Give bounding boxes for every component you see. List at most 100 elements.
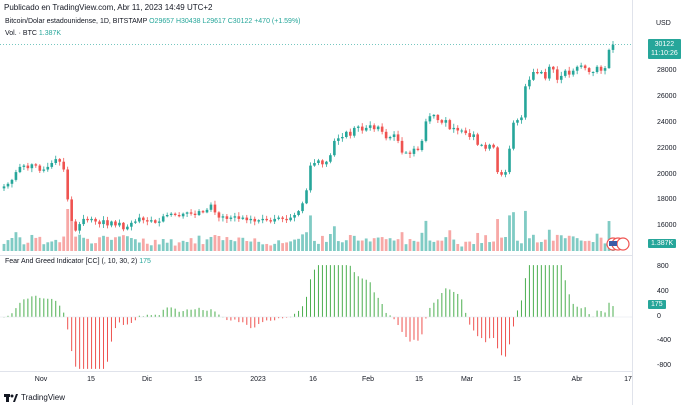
ohlc-values: O29657 H30438 L29617 C30122 +470 (+1.59%… <box>149 18 301 25</box>
time-label: 17 <box>624 376 632 383</box>
candle-body <box>233 216 237 218</box>
candle-body <box>575 66 579 71</box>
volume-bar <box>472 244 476 251</box>
volume-bar <box>225 237 229 251</box>
price-axis[interactable] <box>632 0 693 405</box>
indicator-bar <box>413 317 415 340</box>
volume-bar <box>265 243 269 251</box>
indicator-bar <box>377 297 379 317</box>
candle-body <box>603 68 607 71</box>
candle-body <box>22 165 26 167</box>
indicator-bar <box>27 298 29 317</box>
time-label: 16 <box>309 376 317 383</box>
candle-body <box>408 152 412 154</box>
candle-body <box>317 160 320 163</box>
volume-value: 1.387K <box>38 30 62 37</box>
indicator-bar <box>528 265 530 317</box>
volume-bar <box>392 240 396 251</box>
indicator-bar <box>457 293 459 317</box>
indicator-bar <box>118 317 120 323</box>
candle-body <box>563 70 567 76</box>
indicator-bar <box>481 317 483 339</box>
indicator-bar <box>63 312 65 317</box>
volume-bar <box>464 241 468 251</box>
volume-bar <box>460 246 464 251</box>
volume-bar <box>563 238 567 251</box>
indicator-bar <box>325 265 327 317</box>
volume-legend[interactable]: Vol. · BTC 1.387K <box>5 30 61 37</box>
indicator-bar <box>469 317 471 325</box>
indicator-bar <box>174 308 176 317</box>
indicator-bar <box>103 317 105 369</box>
indicator-bar <box>485 317 487 343</box>
volume-bar <box>488 242 492 251</box>
indicator-legend[interactable]: Fear And Greed Indicator [CC] (, 10, 30,… <box>5 258 151 265</box>
indicator-bar <box>588 314 590 317</box>
pane-separator[interactable] <box>0 255 632 256</box>
volume-bar <box>313 240 316 251</box>
indicator-bar <box>405 317 407 337</box>
candle-body <box>161 216 165 222</box>
volume-bar <box>492 241 495 251</box>
candle-body <box>325 161 328 165</box>
last-price-tag: 30122 11:10:26 <box>648 39 681 59</box>
candle-body <box>579 65 583 67</box>
candle-body <box>106 220 109 226</box>
candle-body <box>305 190 308 204</box>
tradingview-logo[interactable]: TradingView <box>4 393 65 402</box>
candle-body <box>448 120 452 130</box>
event-flag-icon[interactable] <box>616 237 630 251</box>
volume-bar <box>480 243 484 251</box>
indicator-bar <box>536 265 538 317</box>
volume-bar <box>356 240 360 251</box>
candle-body <box>512 122 515 149</box>
indicator-bar <box>218 314 220 317</box>
candle-body <box>364 127 368 131</box>
indicator-bar <box>345 265 347 317</box>
candle-body <box>420 140 424 150</box>
volume-bar <box>122 235 125 251</box>
indicator-bar <box>39 297 41 317</box>
indicator-bar <box>540 265 542 317</box>
indicator-bar <box>509 317 511 345</box>
volume-bar <box>149 245 153 251</box>
volume-bar <box>583 241 587 251</box>
volume-bar <box>54 239 58 251</box>
volume-bar <box>169 239 173 251</box>
indicator-bar <box>544 265 546 317</box>
volume-bar <box>102 235 105 251</box>
indicator-bar <box>99 317 101 369</box>
volume-bar <box>217 235 221 251</box>
indicator-bar <box>361 278 363 317</box>
candle-body <box>157 221 161 223</box>
volume-bar <box>173 245 177 251</box>
indicator-bar <box>604 312 606 317</box>
volume-bar <box>539 241 543 251</box>
volume-bar <box>233 241 237 251</box>
symbol-legend[interactable]: Bitcoin/Dolar estadounidense, 1D, BITSTA… <box>5 18 301 25</box>
candle-body <box>86 218 89 221</box>
tradingview-icon <box>4 393 18 402</box>
economic-events-icon[interactable] <box>606 237 630 251</box>
indicator-axis-label: -800 <box>657 362 672 369</box>
candle-body <box>472 134 475 137</box>
volume-bar <box>137 242 141 251</box>
volume-bar <box>165 242 169 251</box>
price-label: 20000 <box>657 171 677 178</box>
volume-bar <box>432 241 436 251</box>
candle-body <box>528 79 531 87</box>
indicator-bar <box>365 279 367 317</box>
volume-bar <box>412 240 416 251</box>
indicator-bar <box>560 265 562 317</box>
indicator-bar <box>600 311 602 317</box>
candle-body <box>277 217 280 219</box>
indicator-axis-label: 400 <box>657 288 669 295</box>
volume-bar <box>50 241 54 251</box>
volume-bar <box>607 221 611 251</box>
candle-body <box>90 218 93 221</box>
indicator-bar <box>381 303 383 317</box>
price-label: 22000 <box>657 145 677 152</box>
candle-body <box>548 66 551 79</box>
indicator-bar <box>369 282 371 317</box>
